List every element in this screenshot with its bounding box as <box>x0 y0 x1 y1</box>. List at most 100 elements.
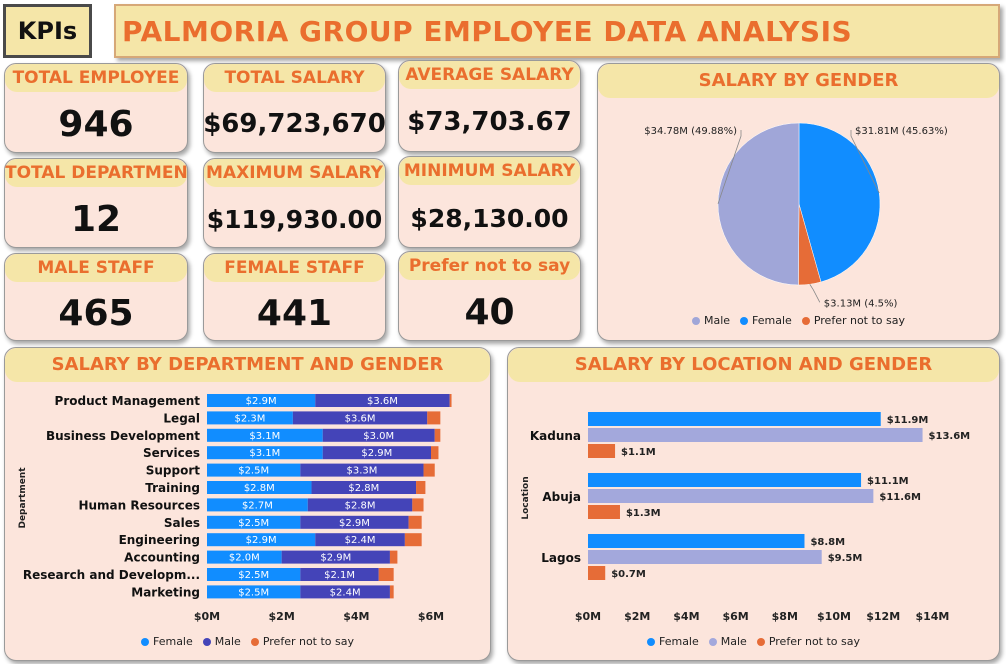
bar-data-label: $2.4M <box>345 535 376 546</box>
kpi-card-male-staff[interactable]: MALE STAFF 465 <box>4 253 188 341</box>
bar-data-label: $9.5M <box>828 553 863 564</box>
pie-slice-male[interactable] <box>717 122 800 286</box>
kpi-label: TOTAL EMPLOYEE <box>5 64 187 92</box>
legend-item-prefer-not-to-say[interactable]: Prefer not to say <box>801 314 905 327</box>
bar-data-label: $11.1M <box>867 476 909 487</box>
bar-segment-prefer-not-to-say[interactable] <box>431 446 439 460</box>
pie-chart: $31.81M (45.63%) $3.13M (4.5%) $34.78M (49… <box>644 122 948 309</box>
legend-dot-icon <box>250 637 259 646</box>
bar-segment-female[interactable] <box>207 498 308 512</box>
kpi-card-female-staff[interactable]: FEMALE STAFF 441 <box>203 253 386 341</box>
kpi-value: 946 <box>58 103 134 145</box>
bar-segment-male[interactable] <box>311 481 417 494</box>
bar-segment-female[interactable] <box>207 446 323 460</box>
kpi-value: 465 <box>58 292 134 334</box>
bar-segment-female[interactable] <box>207 394 316 407</box>
bar-segment-prefer-not-to-say[interactable] <box>427 411 441 425</box>
salary-by-gender-panel[interactable]: SALARY BY GENDER $31.81M (45.63%) $3.13M … <box>597 63 1000 341</box>
bar-data-label: $2.9M <box>361 448 392 459</box>
bar-data-label: $3.0M <box>363 431 394 442</box>
kpi-card-prefer-not-to-say[interactable]: Prefer not to say 40 <box>398 251 581 341</box>
legend-item-female[interactable]: Female <box>646 635 699 648</box>
bar-female[interactable] <box>588 412 881 426</box>
category-label: Lagos <box>541 551 581 565</box>
kpi-card-minimum-salary[interactable]: MINIMUM SALARY $28,130.00 <box>398 156 581 248</box>
bar-data-label: $2.0M <box>229 553 260 564</box>
legend-dot-icon <box>202 637 211 646</box>
bar-segment-prefer-not-to-say[interactable] <box>378 568 394 581</box>
bar-female[interactable] <box>588 534 805 548</box>
bar-segment-prefer-not-to-say[interactable] <box>389 550 398 564</box>
bar-female[interactable] <box>588 473 862 487</box>
bar-segment-male[interactable] <box>292 411 428 425</box>
bar-data-label: $2.5M <box>238 466 269 477</box>
bar-segment-male[interactable] <box>322 446 431 460</box>
bar-prefer-not-to-say[interactable] <box>588 566 606 580</box>
bar-segment-prefer-not-to-say[interactable] <box>434 428 441 442</box>
legend-item-male[interactable]: Male <box>202 635 241 648</box>
salary-by-department-panel[interactable]: SALARY BY DEPARTMENT AND GENDER Departme… <box>4 347 491 661</box>
bar-data-label: $13.6M <box>929 431 971 442</box>
bar-segment-male[interactable] <box>315 394 450 407</box>
bar-segment-male[interactable] <box>300 568 379 581</box>
bar-segment-prefer-not-to-say[interactable] <box>404 533 422 547</box>
bar-segment-female[interactable] <box>207 515 301 529</box>
kpi-label: TOTAL SALARY <box>204 64 385 92</box>
bar-segment-female[interactable] <box>207 585 301 599</box>
bar-segment-prefer-not-to-say[interactable] <box>389 585 394 599</box>
bar-segment-male[interactable] <box>322 428 435 442</box>
bar-data-label: $2.5M <box>238 518 269 529</box>
legend-item-female[interactable]: Female <box>740 314 792 327</box>
bar-segment-male[interactable] <box>300 585 390 599</box>
bar-segment-female[interactable] <box>207 411 293 425</box>
bar-segment-male[interactable] <box>315 533 405 547</box>
bar-segment-male[interactable] <box>300 515 409 529</box>
legend-label: Male <box>703 314 731 327</box>
chart-legend: Female Male Prefer not to say <box>508 635 999 648</box>
kpis-tag: KPIs <box>3 4 92 58</box>
kpi-card-total-department[interactable]: TOTAL DEPARTMENT 12 <box>4 158 188 248</box>
bar-segment-female[interactable] <box>207 463 301 477</box>
bar-segment-male[interactable] <box>300 463 424 477</box>
bar-segment-female[interactable] <box>207 550 282 564</box>
bar-segment-female[interactable] <box>207 481 312 494</box>
salary-by-location-panel[interactable]: SALARY BY LOCATION AND GENDER Location Ka… <box>507 347 1000 661</box>
location-bar-chart: Location Kaduna $11.9M$13.6M $1.1M Abuja $11.… <box>521 412 971 623</box>
bar-data-label: $3.3M <box>346 466 377 477</box>
bar-data-label: $2.1M <box>324 570 355 581</box>
legend-item-female[interactable]: Female <box>140 635 193 648</box>
bar-segment-prefer-not-to-say[interactable] <box>412 498 424 512</box>
kpi-card-total-salary[interactable]: TOTAL SALARY $69,723,670 <box>203 63 386 153</box>
bar-male[interactable] <box>588 550 822 564</box>
bar-segment-prefer-not-to-say[interactable] <box>449 394 452 407</box>
bar-data-label: $2.8M <box>348 483 379 494</box>
legend-item-male[interactable]: Male <box>708 635 747 648</box>
legend-dot-icon <box>756 637 765 646</box>
bar-segment-female[interactable] <box>207 428 323 442</box>
bar-prefer-not-to-say[interactable] <box>588 505 620 519</box>
pie-data-label: $34.78M (49.88%) <box>644 126 737 137</box>
bar-prefer-not-to-say[interactable] <box>588 444 616 458</box>
kpi-value: $119,930.00 <box>206 204 383 234</box>
kpi-card-average-salary[interactable]: AVERAGE SALARY $73,703.67 <box>398 60 581 152</box>
bar-segment-female[interactable] <box>207 533 316 547</box>
bar-segment-prefer-not-to-say[interactable] <box>408 515 422 529</box>
bar-segment-prefer-not-to-say[interactable] <box>423 463 435 477</box>
category-label: Abuja <box>542 490 581 504</box>
kpi-label: FEMALE STAFF <box>204 254 385 282</box>
bar-segment-male[interactable] <box>307 498 413 512</box>
bar-data-label: $2.5M <box>238 570 269 581</box>
bar-segment-male[interactable] <box>281 550 390 564</box>
legend-item-male[interactable]: Male <box>691 314 731 327</box>
bar-male[interactable] <box>588 428 923 442</box>
category-label: Accounting <box>124 551 200 565</box>
legend-item-prefer-not-to-say[interactable]: Prefer not to say <box>250 635 354 648</box>
bar-male[interactable] <box>588 489 874 503</box>
kpi-label: MINIMUM SALARY <box>399 157 580 185</box>
category-label: Engineering <box>119 533 200 547</box>
bar-segment-prefer-not-to-say[interactable] <box>416 481 426 494</box>
kpi-card-total-employee[interactable]: TOTAL EMPLOYEE 946 <box>4 63 188 153</box>
legend-item-prefer-not-to-say[interactable]: Prefer not to say <box>756 635 860 648</box>
kpi-card-maximum-salary[interactable]: MAXIMUM SALARY $119,930.00 <box>203 158 386 248</box>
bar-segment-female[interactable] <box>207 568 301 581</box>
